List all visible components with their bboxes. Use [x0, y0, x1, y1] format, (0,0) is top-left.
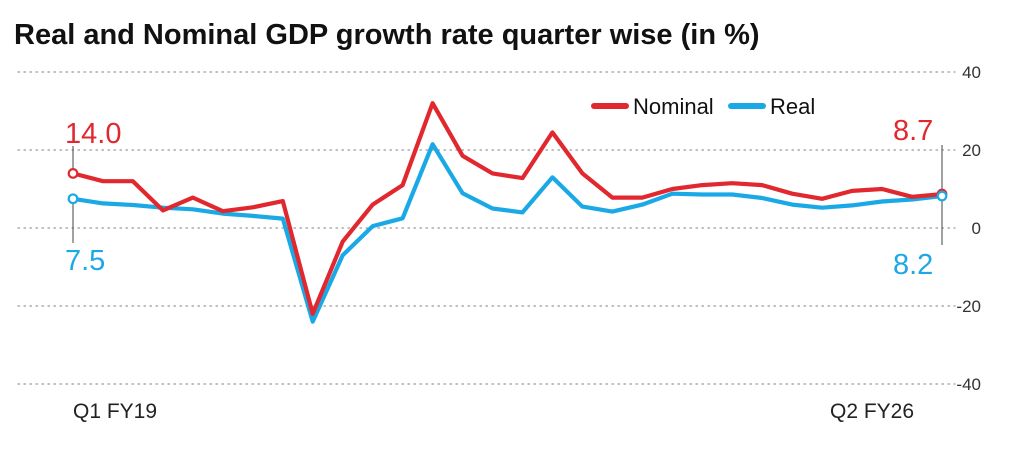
y-tick-label: 0: [972, 219, 981, 238]
y-tick-label: -40: [956, 375, 981, 394]
annotation-real-first: 7.5: [65, 245, 105, 277]
marker-nominal-first: [67, 167, 79, 179]
series-line-nominal: [70, 101, 945, 316]
series-lines: [70, 101, 945, 324]
annotation-nominal-first: 14.0: [65, 118, 121, 150]
marker-real-last: [936, 190, 948, 202]
endpoint-markers: [67, 167, 948, 205]
annotation-real-last: 8.2: [893, 249, 933, 281]
annotation-connectors: [72, 145, 943, 245]
series-line-real: [70, 142, 945, 324]
x-label-last: Q2 FY26: [830, 400, 914, 423]
legend: Nominal Real: [591, 94, 815, 119]
grid: [17, 71, 956, 385]
y-axis: 40 20 0 -20 -40: [956, 63, 981, 394]
legend-label-nominal: Nominal: [633, 94, 714, 119]
y-tick-label: 40: [962, 63, 981, 82]
annotation-nominal-last: 8.7: [893, 115, 933, 147]
chart-title: Real and Nominal GDP growth rate quarter…: [14, 19, 760, 51]
x-label-first: Q1 FY19: [73, 400, 157, 423]
legend-label-real: Real: [770, 94, 815, 119]
y-tick-label: 20: [962, 141, 981, 160]
y-tick-label: -20: [956, 297, 981, 316]
marker-real-first: [67, 193, 79, 205]
